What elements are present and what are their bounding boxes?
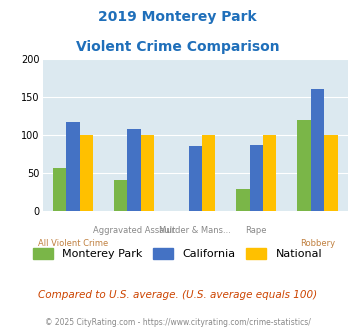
Bar (53, 168, 66, 211)
Text: All Violent Crime: All Violent Crime (38, 239, 108, 248)
Bar (324, 135, 338, 211)
Text: Aggravated Assault: Aggravated Assault (93, 226, 175, 235)
Text: Murder & Mans...: Murder & Mans... (159, 226, 231, 235)
Bar (297, 120, 311, 211)
Text: Compared to U.S. average. (U.S. average equals 100): Compared to U.S. average. (U.S. average … (38, 290, 317, 300)
Bar (202, 135, 215, 211)
Bar (189, 146, 202, 211)
Text: Robbery: Robbery (300, 239, 335, 248)
Bar (66, 122, 80, 211)
Bar (236, 189, 250, 211)
Bar (263, 135, 277, 211)
Text: © 2025 CityRating.com - https://www.cityrating.com/crime-statistics/: © 2025 CityRating.com - https://www.city… (45, 318, 310, 327)
Text: Rape: Rape (246, 226, 267, 235)
Bar (80, 135, 93, 211)
Bar (141, 135, 154, 211)
Text: 2019 Monterey Park: 2019 Monterey Park (98, 10, 257, 24)
Text: Violent Crime Comparison: Violent Crime Comparison (76, 40, 279, 53)
Bar (311, 89, 324, 211)
Bar (114, 180, 127, 211)
Legend: Monterey Park, California, National: Monterey Park, California, National (28, 244, 327, 263)
Bar (250, 145, 263, 211)
Bar (127, 129, 141, 211)
